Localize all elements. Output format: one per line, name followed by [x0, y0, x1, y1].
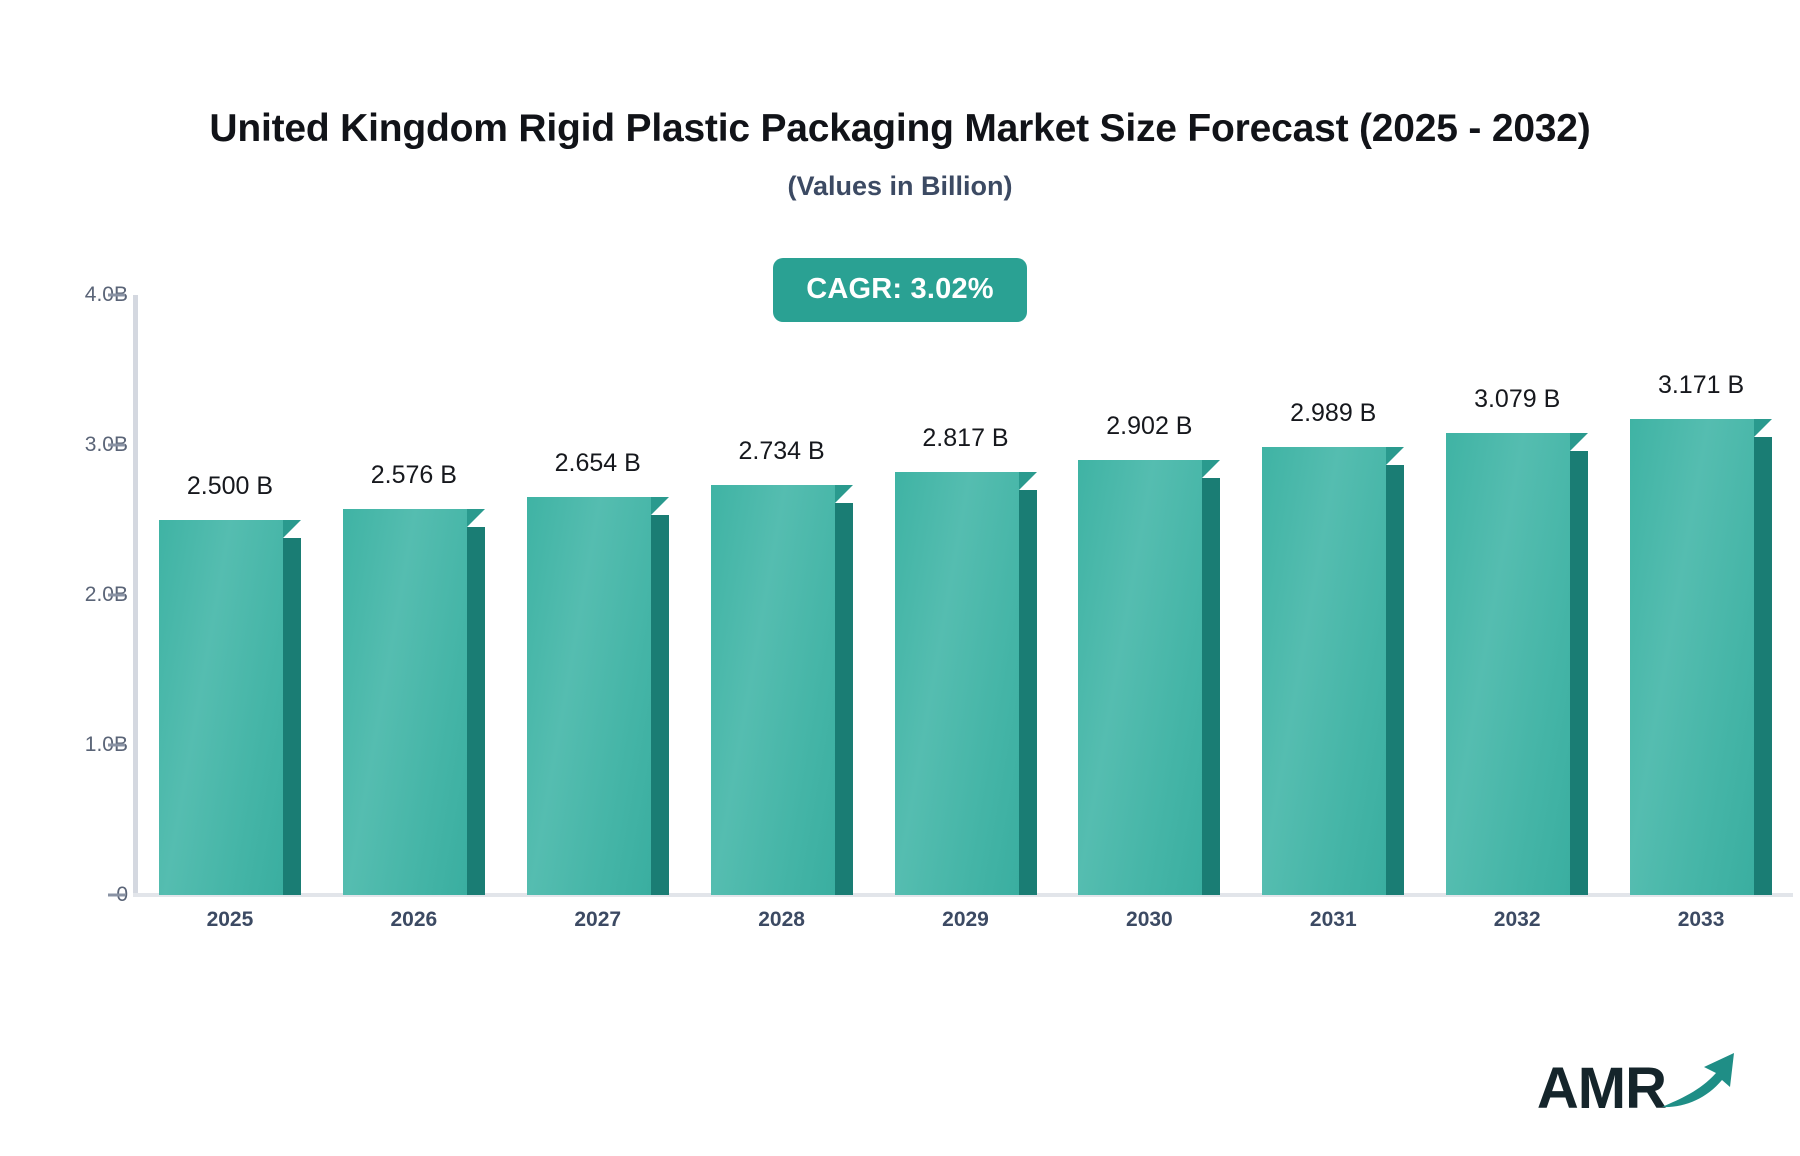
bar-value-label: 2.734 B	[738, 436, 825, 465]
bar-top-bevel	[1754, 419, 1773, 438]
bar-front-face	[158, 520, 283, 895]
bar-front-face	[1446, 433, 1571, 895]
bar-column[interactable]	[710, 295, 853, 895]
bar-series	[138, 295, 1793, 895]
y-axis-tick-mark	[108, 593, 125, 597]
bar-column[interactable]	[1262, 295, 1405, 895]
y-axis-tick-mark	[108, 893, 125, 897]
bar-column[interactable]	[1446, 295, 1589, 895]
logo-text: AMR	[1536, 1056, 1667, 1121]
bar-top-bevel	[1386, 446, 1405, 465]
bar-front-face	[1630, 419, 1755, 895]
y-axis-tick-label: 1.0B	[84, 733, 128, 756]
bar-top-bevel	[282, 520, 301, 538]
x-axis-baseline	[133, 893, 1793, 897]
y-axis-tick-mark	[108, 443, 125, 447]
x-axis-tick-label: 2029	[942, 908, 989, 931]
bar-top-bevel	[1202, 459, 1221, 478]
bar-front-face	[710, 484, 835, 895]
bar-side-face	[1386, 464, 1405, 895]
bar-column[interactable]	[894, 295, 1037, 895]
bar-column[interactable]	[158, 295, 301, 895]
x-axis-tick-label: 2033	[1677, 908, 1725, 931]
bar-side-face	[1754, 437, 1773, 895]
x-axis-tick-label: 2030	[1126, 908, 1173, 931]
bar-value-label: 3.171 B	[1657, 371, 1745, 400]
bar-side-face	[1018, 490, 1037, 895]
y-axis-tick-label: 2.0B	[84, 583, 128, 606]
x-axis-tick-label: 2028	[758, 908, 805, 931]
chart-subtitle: (Values in Billion)	[787, 170, 1013, 201]
bar-top-bevel	[834, 484, 853, 503]
y-axis-tick-mark	[108, 743, 125, 747]
cagr-badge-container: CAGR: 3.02%	[0, 258, 1800, 322]
page-title: United Kingdom Rigid Plastic Packaging M…	[209, 107, 1591, 150]
bar-value-label: 2.817 B	[922, 424, 1009, 453]
x-axis-tick-label: 2027	[574, 908, 622, 931]
y-axis-tick-label: 4.0B	[84, 283, 128, 306]
bar-value-label: 2.576 B	[370, 460, 457, 489]
x-axis-tick-label: 2031	[1309, 908, 1357, 931]
growth-arrow-icon	[1660, 1049, 1738, 1116]
bar-front-face	[526, 496, 651, 895]
bar-front-face	[1262, 446, 1387, 895]
cagr-badge: CAGR: 3.02%	[773, 258, 1027, 322]
bar-top-bevel	[466, 508, 485, 527]
bar-value-label: 2.989 B	[1290, 398, 1377, 427]
bar-value-label: 2.654 B	[554, 448, 641, 477]
bar-column[interactable]	[342, 295, 485, 895]
bar-side-face	[650, 514, 669, 895]
bar-top-bevel	[1570, 433, 1589, 452]
x-axis-tick-label: 2026	[390, 908, 438, 931]
bar-column[interactable]	[526, 295, 669, 895]
bar-column[interactable]	[1630, 295, 1773, 895]
bar-front-face	[342, 508, 467, 895]
bar-column[interactable]	[1078, 295, 1221, 895]
amr-logo: AMR	[1537, 1049, 1738, 1118]
bar-top-bevel	[1018, 472, 1037, 491]
chart-header: United Kingdom Rigid Plastic Packaging M…	[0, 0, 1800, 202]
bar-side-face	[466, 526, 485, 895]
bar-top-bevel	[650, 496, 669, 515]
bar-side-face	[1202, 477, 1221, 895]
bar-value-label: 2.500 B	[186, 472, 274, 500]
y-axis-tick-label: 3.0B	[84, 433, 128, 456]
x-axis-tick-label: 2025	[206, 908, 254, 931]
bar-front-face	[894, 472, 1019, 895]
bar-side-face	[834, 502, 853, 895]
bar-value-label: 2.902 B	[1106, 411, 1193, 440]
x-axis-tick-label: 2032	[1493, 908, 1541, 931]
y-axis-line	[133, 295, 138, 895]
bar-value-label: 3.079 B	[1474, 385, 1561, 414]
bar-side-face	[282, 538, 301, 895]
bar-side-face	[1570, 451, 1589, 895]
y-axis-tick-mark	[108, 293, 125, 297]
bar-front-face	[1078, 459, 1203, 895]
